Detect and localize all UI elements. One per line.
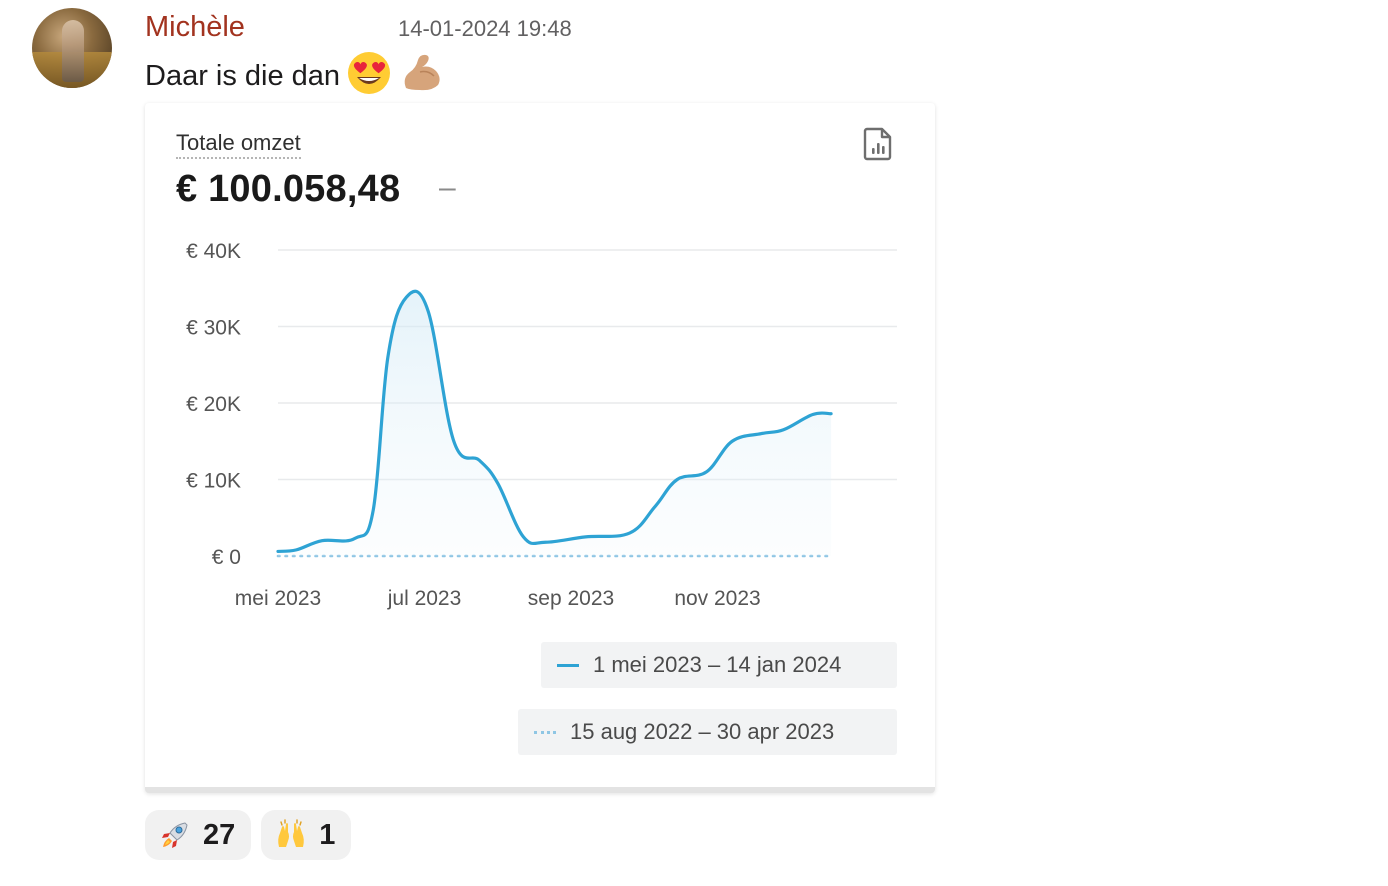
legend-previous-period[interactable]: 15 aug 2022 – 30 apr 2023 bbox=[518, 709, 897, 755]
data-point bbox=[496, 481, 500, 485]
flexed-biceps-icon bbox=[398, 50, 444, 102]
card-title[interactable]: Totale omzet bbox=[176, 130, 301, 159]
data-point bbox=[404, 295, 408, 299]
data-point bbox=[371, 508, 375, 512]
data-point bbox=[276, 549, 280, 553]
series-line-current-period bbox=[276, 289, 833, 554]
total-revenue-value: € 100.058,48 bbox=[176, 168, 401, 210]
data-point bbox=[521, 535, 525, 539]
data-point bbox=[829, 412, 833, 416]
reaction-rocket-count: 27 bbox=[203, 818, 236, 851]
data-point bbox=[426, 309, 430, 313]
reaction-raising-hands[interactable]: 1 bbox=[261, 810, 352, 860]
data-point bbox=[477, 458, 481, 462]
y-tick-label: € 20K bbox=[186, 393, 241, 416]
y-tick-label: € 10K bbox=[186, 470, 241, 493]
x-tick-label: mei 2023 bbox=[235, 587, 321, 610]
revenue-card[interactable]: Totale omzet € 100.058,48 – € 0 € 10K € 20… bbox=[145, 103, 935, 793]
data-point bbox=[628, 531, 632, 535]
y-tick-label: € 30K bbox=[186, 317, 241, 340]
data-point bbox=[294, 548, 298, 552]
data-point bbox=[320, 539, 324, 543]
data-point bbox=[653, 504, 657, 508]
series-area-current-period bbox=[278, 291, 832, 556]
data-point bbox=[584, 535, 588, 539]
report-chart-icon[interactable] bbox=[863, 127, 893, 161]
x-tick-label: sep 2023 bbox=[528, 587, 614, 610]
data-point bbox=[675, 478, 679, 482]
raising-hands-icon bbox=[278, 819, 305, 847]
rocket-icon bbox=[162, 822, 188, 848]
message-timestamp[interactable]: 14-01-2024 19:48 bbox=[398, 16, 572, 41]
message-author[interactable]: Michèle bbox=[145, 11, 245, 43]
x-tick-label: nov 2023 bbox=[674, 587, 760, 610]
data-point bbox=[386, 355, 390, 359]
avatar[interactable] bbox=[32, 8, 112, 88]
reaction-raising-hands-count: 1 bbox=[319, 818, 336, 851]
data-point bbox=[452, 439, 456, 443]
reaction-rocket[interactable]: 27 bbox=[145, 810, 252, 860]
message-text: Daar is die dan bbox=[145, 60, 341, 92]
avatar-figure bbox=[62, 20, 84, 82]
reactions-bar: 27 1 bbox=[145, 810, 361, 860]
data-point bbox=[781, 428, 785, 432]
y-tick-label: € 40K bbox=[186, 240, 241, 263]
revenue-change: – bbox=[439, 171, 456, 204]
legend-current-period[interactable]: 1 mei 2023 – 14 jan 2024 bbox=[541, 642, 897, 688]
revenue-line-chart: € 0 € 10K € 20K € 30K € 40K mei 2023 jul 2023… bbox=[186, 240, 897, 610]
legend-solid-line-swatch bbox=[557, 663, 579, 667]
legend-previous-period-label: 15 aug 2022 – 30 apr 2023 bbox=[570, 719, 835, 744]
legend-current-period-label: 1 mei 2023 – 14 jan 2024 bbox=[593, 652, 842, 677]
data-point bbox=[353, 536, 357, 540]
data-point bbox=[811, 412, 815, 416]
data-point bbox=[730, 439, 734, 443]
message-text-row: Daar is die dan bbox=[145, 50, 444, 102]
legend-dotted-line-swatch bbox=[534, 730, 556, 734]
data-point bbox=[759, 432, 763, 436]
data-point bbox=[705, 470, 709, 474]
data-point bbox=[543, 540, 547, 544]
x-tick-label: jul 2023 bbox=[387, 587, 462, 610]
smiling-face-with-heart-eyes-icon bbox=[346, 50, 392, 102]
y-tick-label: € 0 bbox=[212, 546, 241, 569]
